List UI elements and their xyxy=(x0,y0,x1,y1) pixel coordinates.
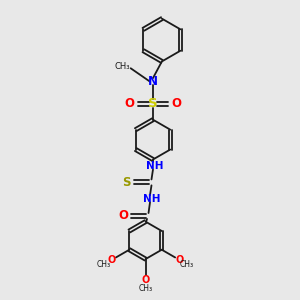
Text: O: O xyxy=(125,98,135,110)
Text: O: O xyxy=(118,209,128,223)
Text: CH₃: CH₃ xyxy=(97,260,111,269)
Text: CH₃: CH₃ xyxy=(115,62,130,71)
Text: S: S xyxy=(148,98,158,110)
Text: NH: NH xyxy=(146,161,163,171)
Text: O: O xyxy=(171,98,181,110)
Text: NH: NH xyxy=(143,194,160,204)
Text: S: S xyxy=(122,176,130,189)
Text: CH₃: CH₃ xyxy=(139,284,153,293)
Text: O: O xyxy=(176,255,184,265)
Text: CH₃: CH₃ xyxy=(180,260,194,269)
Text: O: O xyxy=(107,255,116,265)
Text: O: O xyxy=(141,275,150,285)
Text: N: N xyxy=(148,75,158,88)
